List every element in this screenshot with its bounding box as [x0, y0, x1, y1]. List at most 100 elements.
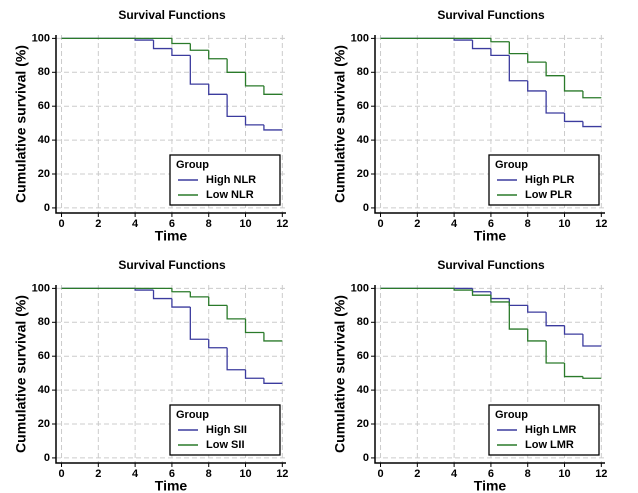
x-tick-label: 8 [206, 218, 212, 230]
survival-step [189, 43, 209, 51]
chart-title: Survival Functions [118, 258, 226, 272]
survival-step [208, 296, 228, 306]
survival-step [508, 298, 528, 306]
survival-step [563, 112, 583, 123]
chart-title: Survival Functions [437, 258, 545, 272]
x-tick-label: 6 [169, 468, 175, 480]
legend-title: Group [176, 409, 209, 421]
x-tick-label: 8 [525, 468, 531, 480]
legend-label: Low SII [206, 439, 245, 451]
survival-step [152, 40, 172, 50]
x-tick-label: 2 [414, 218, 420, 230]
survival-step [490, 295, 510, 303]
survival-step [582, 121, 602, 128]
survival-step [563, 75, 583, 92]
y-axis-label: Cumulative survival (%) [332, 295, 348, 453]
axes [374, 35, 605, 214]
survival-step [490, 48, 510, 56]
survival-step [189, 307, 209, 340]
x-tick-label: 8 [206, 468, 212, 480]
legend: Group High PLR Low PLR [488, 154, 600, 206]
survival-step [226, 58, 246, 73]
survival-step [244, 369, 264, 379]
legend-label: High NLR [206, 174, 256, 186]
survival-step [563, 325, 583, 335]
survival-step [208, 50, 228, 60]
survival-step [545, 62, 565, 77]
survival-step [189, 55, 209, 85]
y-tick-label: 20 [38, 168, 50, 180]
x-tick-label: 4 [451, 218, 458, 230]
x-tick-label: 10 [558, 468, 570, 480]
survival-step [208, 84, 228, 95]
x-tick-label: 0 [58, 468, 64, 480]
survival-step [208, 339, 228, 349]
x-axis-label: Time [155, 478, 188, 493]
survival-step [490, 291, 510, 300]
axes [374, 285, 605, 464]
chart-title: Survival Functions [118, 8, 226, 22]
y-tick-label: 0 [363, 452, 369, 464]
survival-step [471, 288, 491, 293]
x-axis-label: Time [155, 228, 188, 244]
y-tick-label: 20 [357, 168, 369, 180]
chart-panel: Survival Functions 0 20 40 60 80 100 0 2 4 6 8 10 12 T… [13, 258, 289, 493]
x-tick-label: 4 [451, 468, 458, 480]
x-tick-label: 6 [488, 218, 494, 230]
y-tick-label: 100 [32, 32, 50, 44]
survival-step [263, 332, 283, 342]
y-tick-label: 40 [38, 134, 50, 146]
x-tick-label: 0 [377, 468, 383, 480]
legend-label: Low LMR [525, 439, 574, 451]
survival-step [244, 116, 264, 126]
y-tick-label: 40 [357, 134, 369, 146]
survival-step [545, 340, 565, 364]
survival-step [453, 288, 473, 291]
y-tick-label: 20 [357, 418, 369, 430]
y-tick-label: 40 [357, 384, 369, 396]
survival-step [527, 329, 547, 342]
x-tick-label: 10 [558, 218, 570, 230]
survival-step [582, 90, 602, 99]
legend-label: High LMR [525, 424, 576, 436]
x-tick-label: 0 [58, 218, 64, 230]
y-tick-label: 0 [363, 202, 369, 214]
x-axis-label: Time [474, 228, 507, 244]
survival-step [471, 290, 491, 296]
legend-title: Group [176, 159, 209, 171]
survival-step [563, 362, 583, 378]
axes [55, 285, 286, 464]
x-tick-label: 4 [132, 468, 139, 480]
y-axis-label: Cumulative survival (%) [332, 45, 348, 203]
y-tick-label: 60 [357, 350, 369, 362]
legend-label: High PLR [525, 174, 575, 186]
survival-step [508, 55, 528, 82]
survival-step [527, 305, 547, 313]
x-tick-label: 12 [276, 218, 288, 230]
survival-step [226, 305, 246, 320]
survival-step [508, 301, 528, 330]
survival-step [582, 376, 602, 379]
x-tick-label: 10 [239, 218, 251, 230]
y-tick-label: 60 [357, 100, 369, 112]
y-tick-label: 20 [38, 418, 50, 430]
chart-panel: Survival Functions 0 20 40 60 80 100 0 2 4 6 8 10 12 T… [332, 8, 608, 244]
x-tick-label: 2 [414, 468, 420, 480]
y-tick-label: 100 [351, 32, 369, 44]
y-tick-label: 60 [38, 350, 50, 362]
x-tick-label: 12 [276, 468, 288, 480]
x-tick-label: 10 [239, 468, 251, 480]
x-tick-label: 12 [595, 218, 607, 230]
survival-step [527, 80, 547, 92]
survival-step [244, 318, 264, 334]
survival-step [508, 41, 528, 55]
y-tick-label: 80 [357, 316, 369, 328]
legend-label: High SII [206, 424, 247, 436]
survival-step [171, 48, 191, 56]
survival-step [263, 85, 283, 95]
survival-step [189, 291, 209, 298]
legend-title: Group [495, 159, 528, 171]
y-tick-label: 80 [38, 66, 50, 78]
x-tick-label: 4 [132, 218, 139, 230]
y-tick-label: 40 [38, 384, 50, 396]
